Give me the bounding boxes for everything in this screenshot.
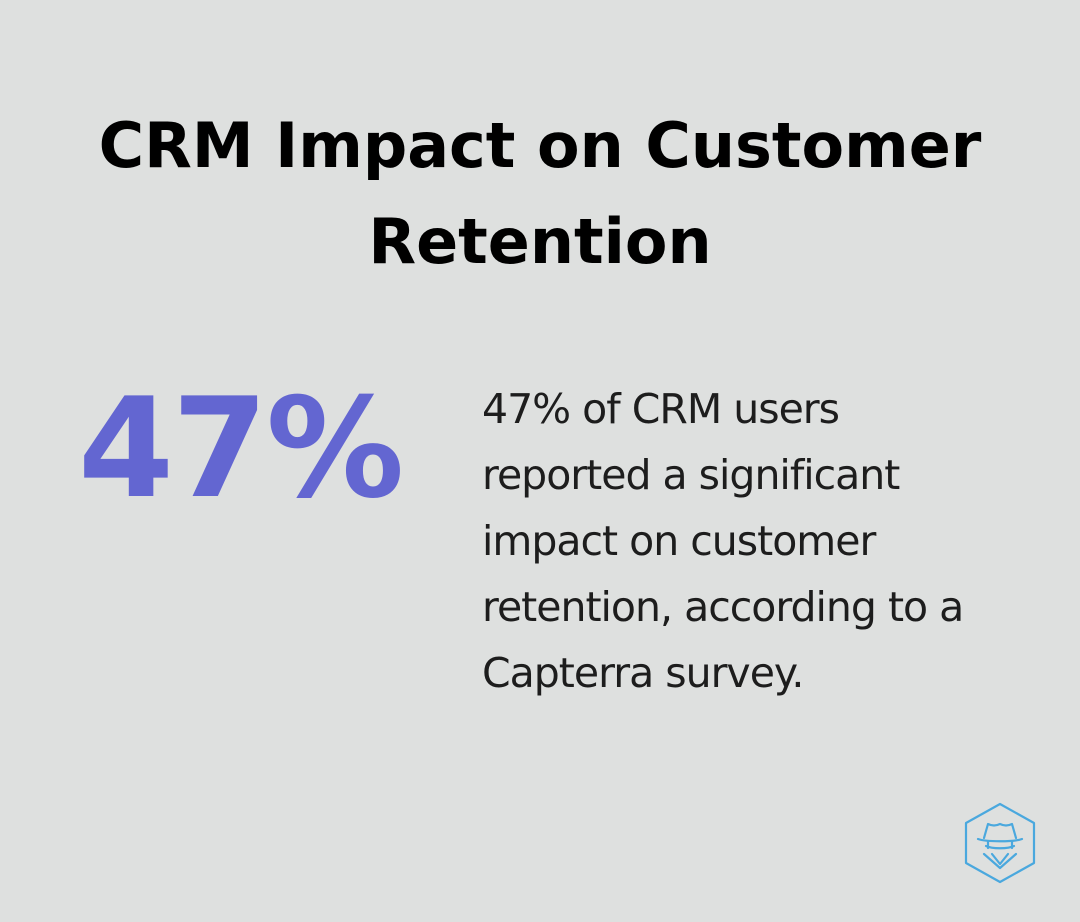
hat-agent-hexagon-icon — [964, 802, 1036, 884]
logo — [964, 802, 1036, 884]
page-title: CRM Impact on Customer Retention — [98, 109, 982, 278]
stat-description: 47% of CRM users reported a significant … — [482, 385, 964, 697]
stat-value: 47% — [78, 368, 404, 529]
